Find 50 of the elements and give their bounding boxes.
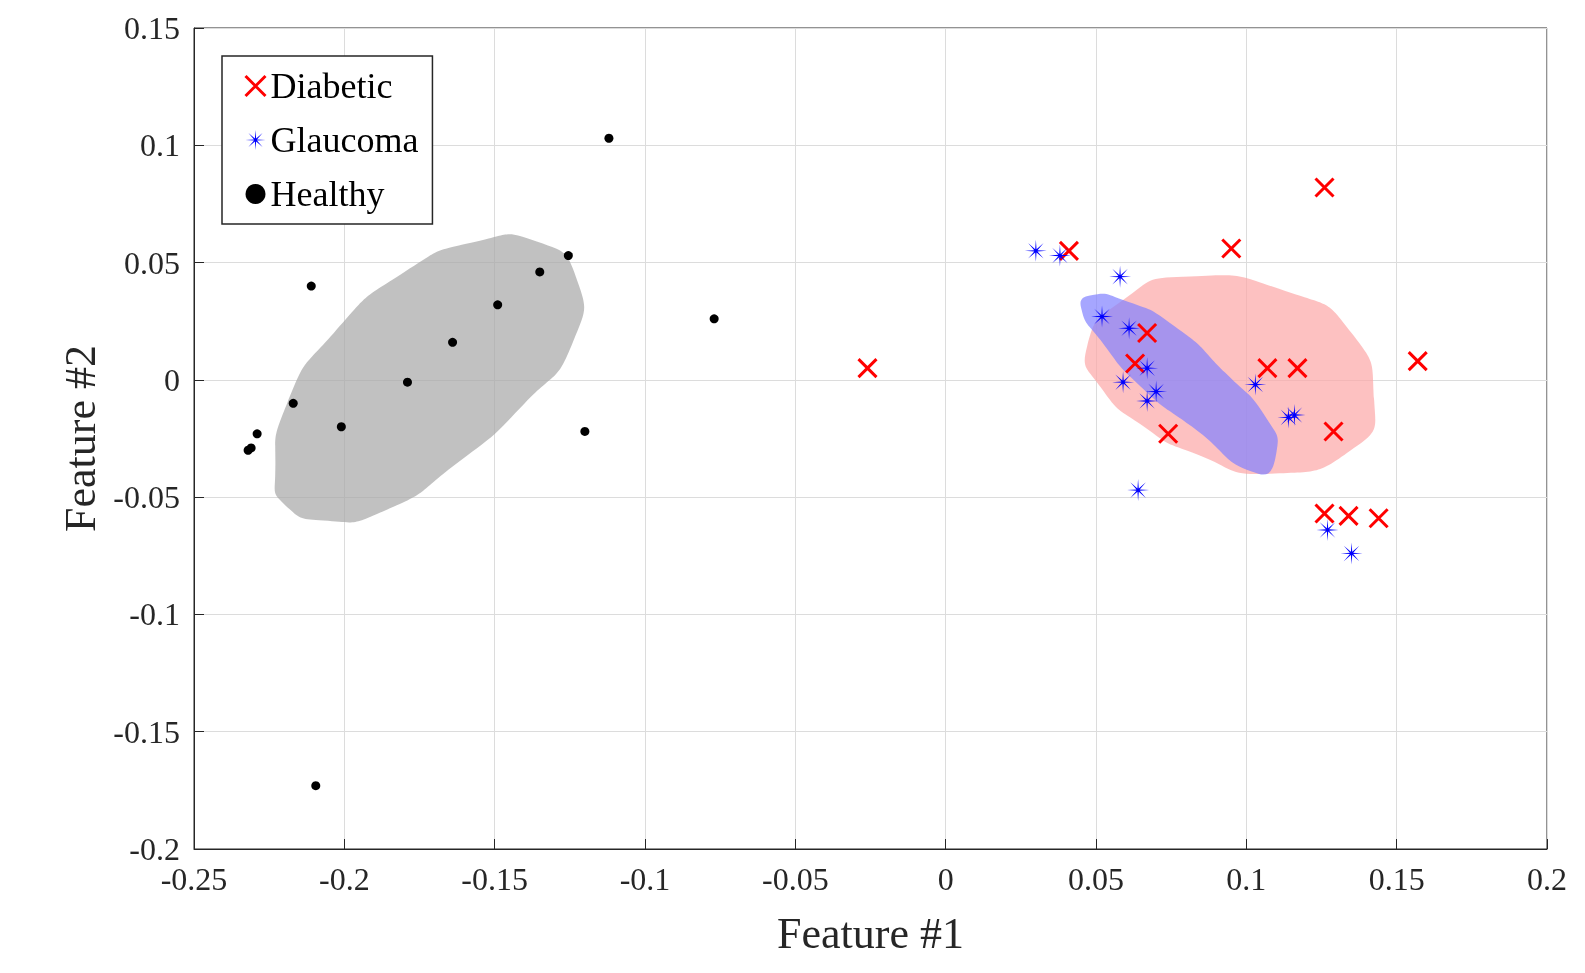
point bbox=[1220, 238, 1242, 259]
point bbox=[1157, 423, 1179, 445]
y-tick-label: -0.1 bbox=[129, 596, 180, 633]
point bbox=[1338, 505, 1360, 527]
y-tick-label: -0.15 bbox=[113, 713, 180, 750]
point bbox=[563, 251, 573, 261]
point bbox=[1368, 507, 1390, 529]
point bbox=[856, 357, 878, 379]
point bbox=[709, 314, 719, 324]
point bbox=[535, 267, 545, 277]
x-tick-label: -0.05 bbox=[762, 861, 829, 897]
x-axis-title: Feature #1 bbox=[777, 908, 964, 958]
point bbox=[1323, 420, 1345, 442]
x-tick-label: 0.2 bbox=[1527, 861, 1567, 897]
point bbox=[311, 781, 321, 791]
x-tick-label: 0.05 bbox=[1068, 861, 1124, 897]
x-tick-label: -0.15 bbox=[461, 861, 528, 897]
point bbox=[1256, 357, 1278, 379]
point bbox=[288, 398, 298, 408]
y-tick-label: -0.05 bbox=[113, 479, 180, 516]
point bbox=[604, 133, 614, 143]
point bbox=[402, 377, 412, 387]
point bbox=[306, 281, 316, 291]
x-tick-label: 0.1 bbox=[1226, 861, 1267, 897]
y-axis-title: Feature #2 bbox=[55, 345, 105, 532]
point bbox=[1124, 352, 1146, 374]
point bbox=[336, 422, 346, 432]
point bbox=[493, 300, 503, 310]
y-tick-label: 0.05 bbox=[124, 244, 180, 281]
point bbox=[1407, 350, 1429, 372]
point bbox=[1058, 240, 1080, 262]
x-tick-label: -0.2 bbox=[319, 861, 370, 897]
y-tick-label: 0.15 bbox=[124, 10, 180, 46]
x-tick-label: 0.15 bbox=[1368, 861, 1425, 897]
y-tick-label: 0 bbox=[164, 361, 180, 398]
legend-label: Diabetic bbox=[270, 66, 393, 106]
point bbox=[448, 337, 458, 347]
point bbox=[1314, 177, 1336, 199]
point bbox=[252, 429, 262, 439]
x-tick-label: 0 bbox=[937, 861, 954, 897]
legend-label: Healthy bbox=[270, 174, 385, 214]
point bbox=[1340, 542, 1363, 565]
point bbox=[1136, 322, 1158, 344]
point bbox=[1286, 357, 1308, 379]
point bbox=[580, 426, 590, 436]
legend-label: Glaucoma bbox=[270, 120, 419, 160]
point bbox=[1314, 503, 1336, 525]
x-tick-label: -0.1 bbox=[619, 861, 671, 897]
y-tick-label: 0.1 bbox=[140, 127, 180, 164]
point bbox=[1244, 373, 1267, 396]
